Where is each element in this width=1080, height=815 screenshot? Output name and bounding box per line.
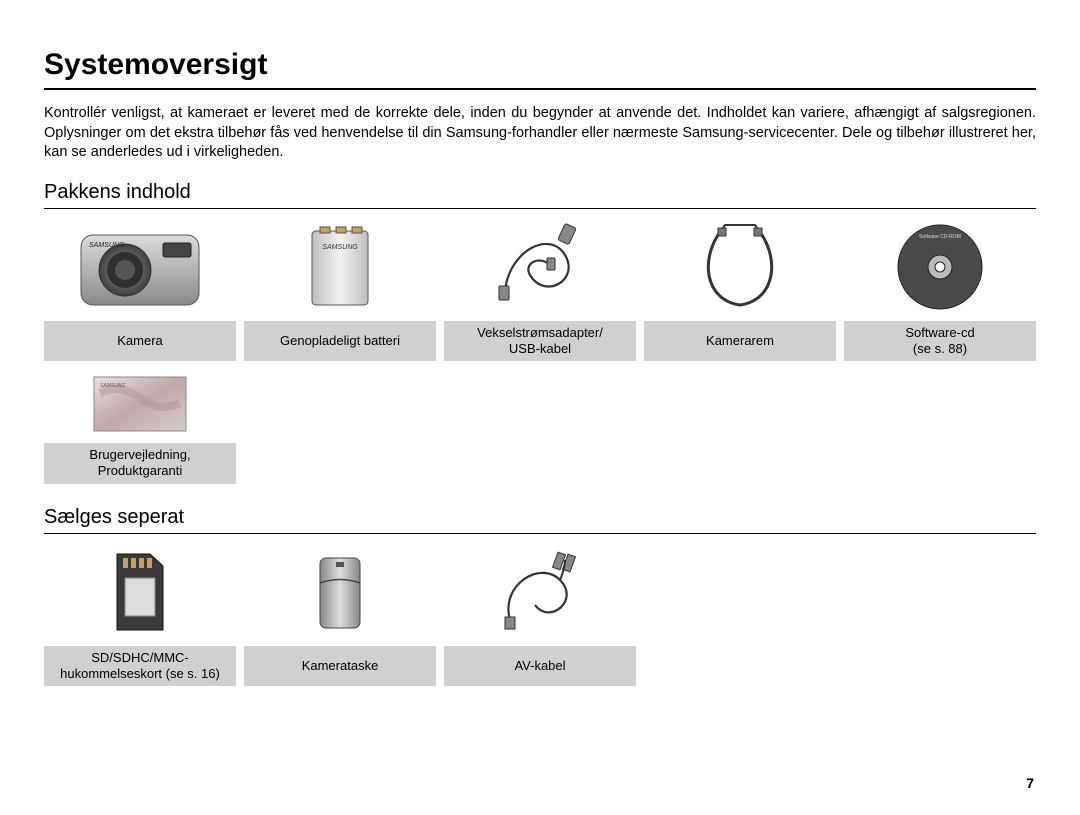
cd-label-text: Software CD-ROM	[919, 234, 961, 240]
label-line1: Brugervejledning,	[89, 447, 190, 463]
item-label: SD/SDHC/MMC- hukommelseskort (se s. 16)	[44, 646, 236, 687]
item-label: Kamerarem	[644, 321, 836, 361]
item-label: Genopladeligt batteri	[244, 321, 436, 361]
item-manual: SAMSUNG Brugervejledning, Produktgaranti	[44, 369, 236, 484]
label-line1: SD/SDHC/MMC-	[91, 650, 189, 666]
item-label: Kamera	[44, 321, 236, 361]
item-label: Kamerataske	[244, 646, 436, 686]
item-case: Kamerataske	[244, 544, 436, 687]
case-icon	[244, 544, 436, 642]
svg-text:SAMSUNG: SAMSUNG	[89, 242, 125, 249]
separate-grid: SD/SDHC/MMC- hukommelseskort (se s. 16) …	[44, 544, 1036, 687]
label-line2: USB-kabel	[509, 341, 571, 357]
manual-icon: SAMSUNG	[44, 369, 236, 439]
item-avcable: AV-kabel	[444, 544, 636, 687]
label-line1: Kamera	[117, 333, 163, 349]
label-line1: Vekselstrømsadapter/	[477, 325, 603, 341]
item-label: AV-kabel	[444, 646, 636, 686]
av-cable-icon	[444, 544, 636, 642]
cd-icon: Software CD-ROM	[844, 219, 1036, 317]
page-number: 7	[1026, 775, 1034, 791]
item-battery: SAMSUNG Genopladeligt batteri	[244, 219, 436, 362]
usb-cable-icon	[444, 219, 636, 317]
section-title-included: Pakkens indhold	[44, 181, 1036, 209]
sdcard-icon	[44, 544, 236, 642]
label-line1: AV-kabel	[514, 658, 565, 674]
item-strap: Kamerarem	[644, 219, 836, 362]
label-line1: Kamerataske	[302, 658, 379, 674]
camera-icon: SAMSUNG	[44, 219, 236, 317]
label-line2: hukommelseskort (se s. 16)	[60, 666, 220, 682]
item-label: Brugervejledning, Produktgaranti	[44, 443, 236, 484]
item-adapter: Vekselstrømsadapter/ USB-kabel	[444, 219, 636, 362]
label-line2: (se s. 88)	[913, 341, 967, 357]
item-sdcard: SD/SDHC/MMC- hukommelseskort (se s. 16)	[44, 544, 236, 687]
section-title-separate: Sælges seperat	[44, 506, 1036, 534]
svg-text:SAMSUNG: SAMSUNG	[100, 383, 125, 389]
label-line2: Produktgaranti	[98, 463, 183, 479]
svg-text:SAMSUNG: SAMSUNG	[322, 244, 358, 251]
label-line1: Genopladeligt batteri	[280, 333, 400, 349]
label-line1: Software-cd	[905, 325, 974, 341]
intro-paragraph: Kontrollér venligst, at kameraet er leve…	[44, 104, 1036, 163]
strap-icon	[644, 219, 836, 317]
included-grid: SAMSUNG Kamera SAMSUNG	[44, 219, 1036, 484]
battery-icon: SAMSUNG	[244, 219, 436, 317]
page-title: Systemoversigt	[44, 48, 1036, 90]
label-line1: Kamerarem	[706, 333, 774, 349]
item-camera: SAMSUNG Kamera	[44, 219, 236, 362]
item-label: Software-cd (se s. 88)	[844, 321, 1036, 362]
item-label: Vekselstrømsadapter/ USB-kabel	[444, 321, 636, 362]
item-cd: Software CD-ROM Software-cd (se s. 88)	[844, 219, 1036, 362]
